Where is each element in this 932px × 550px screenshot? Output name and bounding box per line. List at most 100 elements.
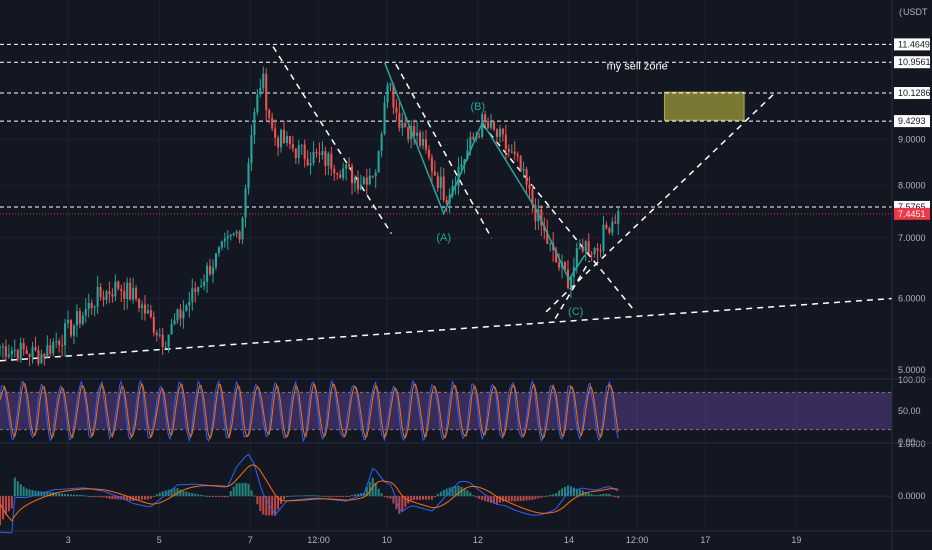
level-badge-label: 7.5765 bbox=[898, 202, 926, 212]
macd-histogram-bar bbox=[463, 488, 466, 497]
candle-body bbox=[350, 166, 354, 184]
macd-histogram-bar bbox=[537, 496, 540, 499]
macd-pane: 1.0000 0.0000 bbox=[0, 439, 926, 534]
macd-histogram-bar bbox=[558, 490, 561, 497]
candle-body bbox=[321, 151, 324, 155]
macd-histogram-bar bbox=[572, 487, 575, 497]
macd-histogram-bar bbox=[495, 496, 498, 504]
candle-body bbox=[342, 168, 345, 178]
macd-histogram-bar bbox=[1, 496, 4, 520]
macd-line bbox=[0, 453, 619, 534]
macd-histogram-bar bbox=[146, 496, 149, 500]
macd-histogram-bar bbox=[552, 494, 555, 497]
price-tick-label: 6.0000 bbox=[898, 294, 926, 304]
macd-histogram-bar bbox=[211, 496, 214, 498]
macd-histogram-bar bbox=[484, 496, 487, 502]
candle-body bbox=[549, 243, 552, 245]
macd-histogram-bar bbox=[214, 496, 217, 498]
candle-body bbox=[61, 345, 64, 347]
macd-histogram-bar bbox=[333, 496, 336, 498]
candle-body bbox=[96, 287, 99, 307]
level-badge bbox=[894, 38, 930, 51]
level-badge-label: 11.4649 bbox=[898, 39, 930, 49]
macd-histogram-bar bbox=[617, 496, 620, 498]
candle-body bbox=[46, 345, 49, 358]
macd-histogram-bar bbox=[55, 492, 58, 497]
macd-histogram-bar bbox=[200, 494, 203, 497]
macd-histogram-bar bbox=[578, 489, 581, 497]
macd-histogram-bar bbox=[303, 495, 306, 497]
macd-histogram-bar bbox=[519, 496, 522, 501]
candle-body bbox=[22, 342, 25, 350]
macd-histogram-bar bbox=[241, 483, 244, 497]
macd-histogram-bar bbox=[596, 494, 599, 497]
candle-body bbox=[241, 217, 244, 240]
candle-body bbox=[348, 164, 351, 167]
time-tick-label: 5 bbox=[157, 535, 162, 545]
level-badge-label: 10.1286 bbox=[898, 88, 931, 98]
candle-body bbox=[179, 309, 182, 319]
price-tick-label: 7.0000 bbox=[898, 233, 926, 243]
candle-body bbox=[504, 134, 507, 149]
candle-body bbox=[365, 177, 368, 185]
currency-bracket: ( bbox=[899, 7, 902, 17]
price-tick-label: 5.0000 bbox=[898, 365, 926, 375]
macd-histogram-bar bbox=[481, 496, 484, 501]
candle-body bbox=[359, 184, 362, 190]
dashed-trendline bbox=[554, 260, 591, 320]
candle-body bbox=[294, 148, 297, 158]
time-tick-label: 12:00 bbox=[307, 535, 330, 545]
rsi-tick-label: 100.00 bbox=[898, 375, 926, 385]
candle-body bbox=[501, 128, 504, 135]
macd-histogram-bar bbox=[374, 482, 377, 497]
candle-body bbox=[593, 248, 596, 255]
macd-histogram-bar bbox=[235, 483, 238, 497]
macd-histogram-bar bbox=[143, 496, 146, 500]
candle-body bbox=[404, 122, 407, 128]
candle-body bbox=[220, 241, 223, 248]
candle-body bbox=[356, 177, 359, 190]
macd-histogram-bar bbox=[49, 492, 52, 497]
macd-histogram-bar bbox=[135, 496, 138, 501]
candle-body bbox=[158, 334, 161, 336]
candle-body bbox=[339, 174, 342, 178]
candle-body bbox=[277, 137, 280, 148]
candle-body bbox=[67, 319, 70, 324]
macd-histogram-bar bbox=[182, 490, 185, 497]
macd-histogram-bar bbox=[31, 490, 34, 497]
candle-body bbox=[4, 346, 7, 357]
candle-body bbox=[569, 276, 572, 288]
macd-histogram-bar bbox=[164, 490, 167, 497]
candle-body bbox=[132, 287, 135, 300]
macd-histogram-bar bbox=[445, 488, 448, 497]
candle-body bbox=[522, 169, 525, 171]
candle-body bbox=[176, 309, 179, 321]
macd-histogram-bar bbox=[226, 496, 229, 498]
candle-body bbox=[507, 148, 510, 152]
macd-histogram-bar bbox=[223, 496, 226, 498]
price-axis[interactable]: 5.0000 6.0000 7.0000 8.0000 9.0000 11.4649 10.… bbox=[894, 38, 931, 375]
macd-histogram-bar bbox=[297, 495, 300, 497]
macd-histogram-bar bbox=[507, 496, 510, 502]
candle-body bbox=[608, 228, 611, 233]
candle-body bbox=[279, 129, 283, 148]
candle-body bbox=[173, 320, 176, 325]
macd-histogram-bar bbox=[265, 496, 268, 516]
macd-histogram-bar bbox=[498, 496, 501, 503]
candle-body bbox=[262, 73, 265, 88]
candle-body bbox=[64, 323, 67, 346]
candle-body bbox=[424, 139, 428, 150]
candle-body bbox=[140, 304, 144, 309]
candle-body bbox=[10, 350, 13, 355]
time-axis[interactable]: 3 5 7 12:00 10 12 14 12:00 17 19 bbox=[66, 535, 802, 545]
wave-lines bbox=[383, 62, 586, 281]
time-tick-label: 12:00 bbox=[626, 535, 649, 545]
macd-histogram-bar bbox=[170, 489, 173, 497]
macd-histogram-bar bbox=[593, 494, 596, 497]
macd-histogram-bar bbox=[501, 496, 504, 502]
macd-histogram-bar bbox=[238, 483, 241, 497]
annotations: my sell zone (B) (A) (C) bbox=[436, 61, 667, 319]
candle-body bbox=[442, 176, 445, 200]
